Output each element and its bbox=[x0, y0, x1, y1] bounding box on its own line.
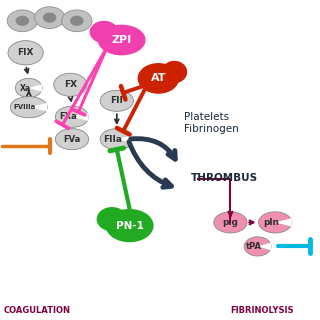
Ellipse shape bbox=[35, 7, 65, 28]
Text: plg: plg bbox=[222, 218, 238, 227]
Ellipse shape bbox=[259, 212, 292, 233]
Text: FII: FII bbox=[110, 96, 123, 105]
Text: FX: FX bbox=[64, 80, 77, 89]
Ellipse shape bbox=[70, 16, 84, 26]
Ellipse shape bbox=[7, 10, 38, 32]
Text: AT: AT bbox=[151, 73, 166, 84]
Ellipse shape bbox=[54, 73, 87, 96]
Polygon shape bbox=[29, 84, 42, 92]
Ellipse shape bbox=[100, 129, 133, 150]
Ellipse shape bbox=[55, 129, 89, 150]
Text: FXa: FXa bbox=[59, 112, 77, 121]
Polygon shape bbox=[29, 103, 47, 111]
Ellipse shape bbox=[10, 97, 47, 118]
Text: FVIIIa: FVIIIa bbox=[13, 104, 35, 110]
Ellipse shape bbox=[62, 10, 92, 32]
Text: FVa: FVa bbox=[63, 135, 81, 144]
Polygon shape bbox=[117, 135, 133, 143]
Text: FIX: FIX bbox=[17, 48, 34, 57]
Polygon shape bbox=[258, 243, 271, 250]
Polygon shape bbox=[275, 218, 292, 227]
Ellipse shape bbox=[16, 16, 29, 26]
Text: Platelets
Fibrinogen: Platelets Fibrinogen bbox=[184, 112, 239, 134]
Ellipse shape bbox=[244, 237, 271, 256]
Ellipse shape bbox=[138, 63, 179, 94]
Ellipse shape bbox=[214, 212, 247, 233]
Ellipse shape bbox=[100, 90, 133, 111]
Text: FIBRINOLYSIS: FIBRINOLYSIS bbox=[230, 306, 294, 315]
Text: ZPI: ZPI bbox=[111, 35, 132, 45]
Ellipse shape bbox=[15, 78, 42, 98]
Text: FIIa: FIIa bbox=[103, 135, 122, 144]
Ellipse shape bbox=[106, 209, 154, 242]
Ellipse shape bbox=[98, 25, 146, 55]
Text: pln: pln bbox=[263, 218, 279, 227]
Text: COAGULATION: COAGULATION bbox=[3, 306, 70, 315]
Text: PN-1: PN-1 bbox=[116, 220, 144, 231]
Text: THROMBUS: THROMBUS bbox=[190, 172, 258, 183]
Polygon shape bbox=[72, 113, 89, 121]
Ellipse shape bbox=[90, 21, 118, 43]
Ellipse shape bbox=[8, 41, 43, 65]
Ellipse shape bbox=[162, 61, 187, 83]
Ellipse shape bbox=[97, 207, 127, 231]
Text: tPA: tPA bbox=[246, 242, 262, 251]
Ellipse shape bbox=[43, 12, 56, 23]
Text: Xa: Xa bbox=[20, 84, 31, 92]
Ellipse shape bbox=[55, 106, 89, 127]
